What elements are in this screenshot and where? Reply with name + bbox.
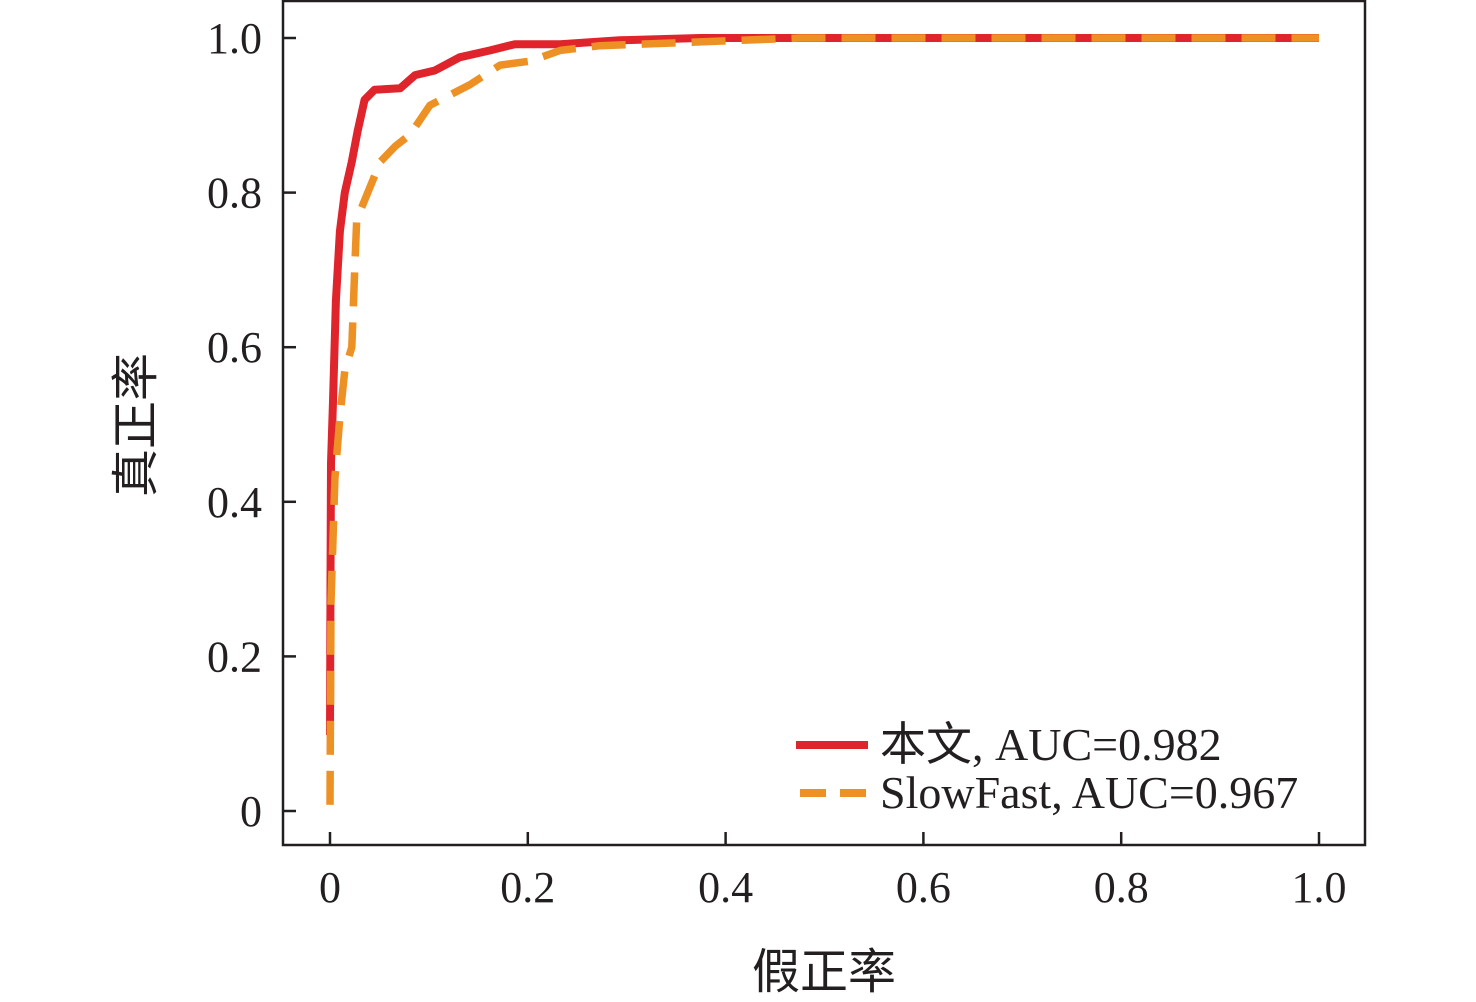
x-tick-label: 0.8 — [1094, 863, 1149, 912]
x-axis-label: 假正率 — [752, 944, 896, 1000]
y-tick-label: 0.8 — [207, 169, 262, 218]
x-tick-label: 0.2 — [500, 863, 555, 912]
y-tick-label: 0 — [240, 787, 262, 836]
y-tick-label: 0.2 — [207, 632, 262, 681]
x-tick-label: 0.4 — [698, 863, 753, 912]
y-tick-label: 0.6 — [207, 323, 262, 372]
series-line-0 — [326, 34, 1319, 736]
legend: 本文, AUC=0.982 SlowFast, AUC=0.967 — [796, 719, 1298, 818]
y-tick-label: 1.0 — [207, 14, 262, 63]
y-axis-label: 真正率 — [108, 353, 164, 497]
legend-label-1: SlowFast, AUC=0.967 — [880, 767, 1298, 818]
plot-frame — [281, 0, 1367, 847]
x-tick-label: 0.6 — [896, 863, 951, 912]
y-tick-label: 0.4 — [207, 478, 262, 527]
x-tick-label: 0 — [319, 863, 341, 912]
x-tick-label: 1.0 — [1292, 863, 1347, 912]
legend-label-0: 本文, AUC=0.982 — [880, 719, 1222, 770]
series-line-1 — [326, 34, 1319, 805]
